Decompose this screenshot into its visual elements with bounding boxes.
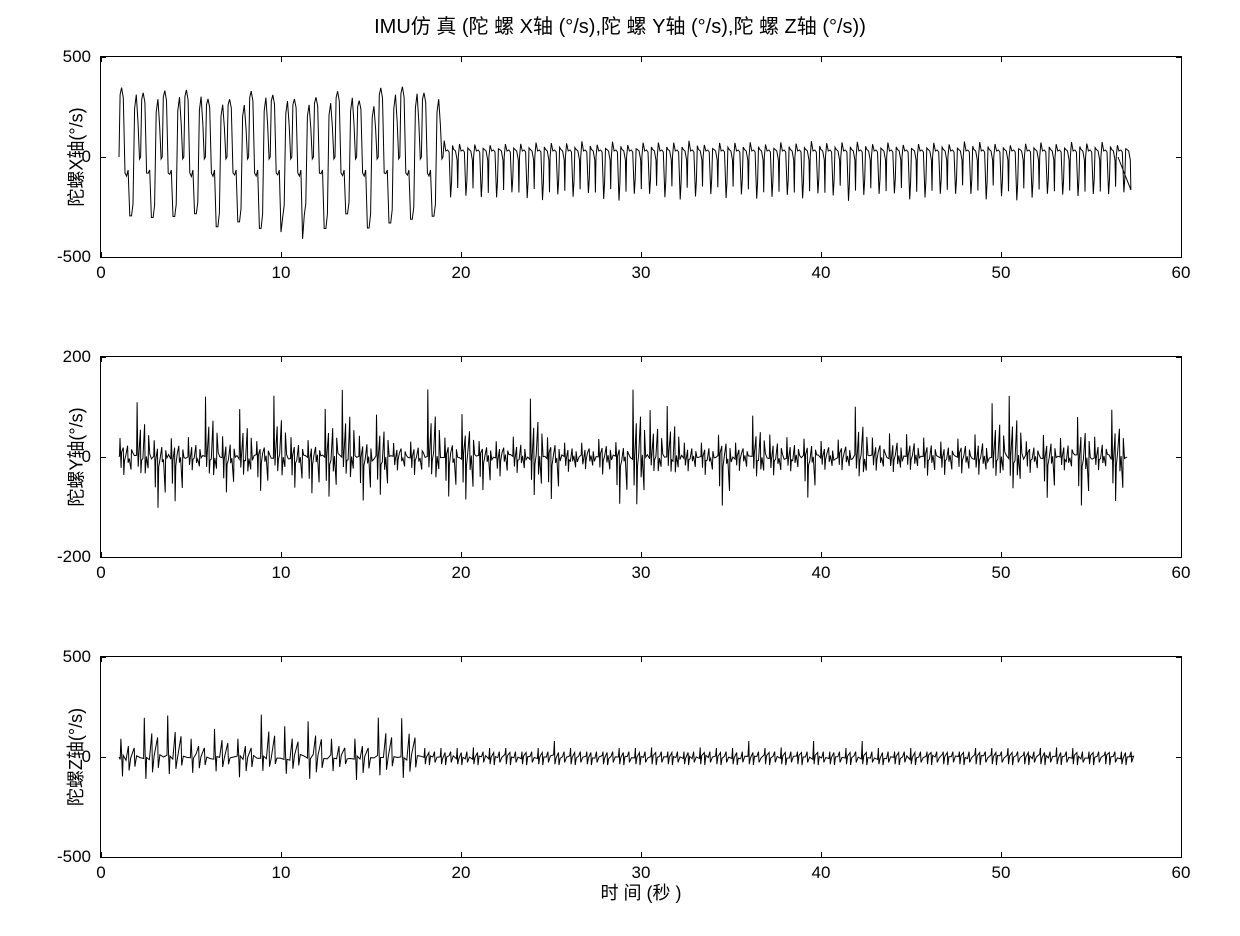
line-chart-z	[101, 657, 1181, 857]
xtick-label: 10	[272, 263, 291, 283]
xtick-label: 40	[812, 263, 831, 283]
ytick-label: 0	[41, 147, 91, 167]
xtick-label: 0	[96, 263, 105, 283]
subplot-gyro-z: 陀螺Z轴(°/s) 时 间 (秒 ) -50005000102030405060	[100, 656, 1182, 858]
xtick-label: 10	[272, 563, 291, 583]
xtick-label: 20	[452, 563, 471, 583]
xtick-label: 60	[1172, 563, 1191, 583]
subplot-gyro-y: 陀螺Y轴(°/s) -20002000102030405060	[100, 356, 1182, 558]
ytick-label: 200	[41, 347, 91, 367]
ytick-label: -500	[41, 847, 91, 867]
plot-area-z: 陀螺Z轴(°/s) 时 间 (秒 ) -50005000102030405060	[100, 656, 1182, 858]
figure-title: IMU仿 真 (陀 螺 X轴 (°/s),陀 螺 Y轴 (°/s),陀 螺 Z轴…	[0, 10, 1240, 39]
ytick-label: 0	[41, 447, 91, 467]
ytick-label: -200	[41, 547, 91, 567]
xtick-label: 40	[812, 863, 831, 883]
xtick-label: 60	[1172, 863, 1191, 883]
xtick-label: 50	[992, 263, 1011, 283]
xtick-label: 50	[992, 863, 1011, 883]
xtick-label: 50	[992, 563, 1011, 583]
figure: IMU仿 真 (陀 螺 X轴 (°/s),陀 螺 Y轴 (°/s),陀 螺 Z轴…	[0, 0, 1240, 936]
xtick-label: 30	[632, 863, 651, 883]
ytick-label: -500	[41, 247, 91, 267]
xtick-label: 30	[632, 563, 651, 583]
plot-area-y: 陀螺Y轴(°/s) -20002000102030405060	[100, 356, 1182, 558]
xtick-label: 0	[96, 563, 105, 583]
ytick-label: 500	[41, 47, 91, 67]
xtick-label: 10	[272, 863, 291, 883]
line-chart-x	[101, 57, 1181, 257]
ytick-label: 0	[41, 747, 91, 767]
xtick-label: 20	[452, 863, 471, 883]
xtick-label: 20	[452, 263, 471, 283]
plot-area-x: 陀螺X轴(°/s) -50005000102030405060	[100, 56, 1182, 258]
xtick-label: 30	[632, 263, 651, 283]
xtick-label: 0	[96, 863, 105, 883]
line-chart-y	[101, 357, 1181, 557]
xtick-label: 60	[1172, 263, 1191, 283]
subplot-gyro-x: 陀螺X轴(°/s) -50005000102030405060	[100, 56, 1182, 258]
ytick-label: 500	[41, 647, 91, 667]
xtick-label: 40	[812, 563, 831, 583]
